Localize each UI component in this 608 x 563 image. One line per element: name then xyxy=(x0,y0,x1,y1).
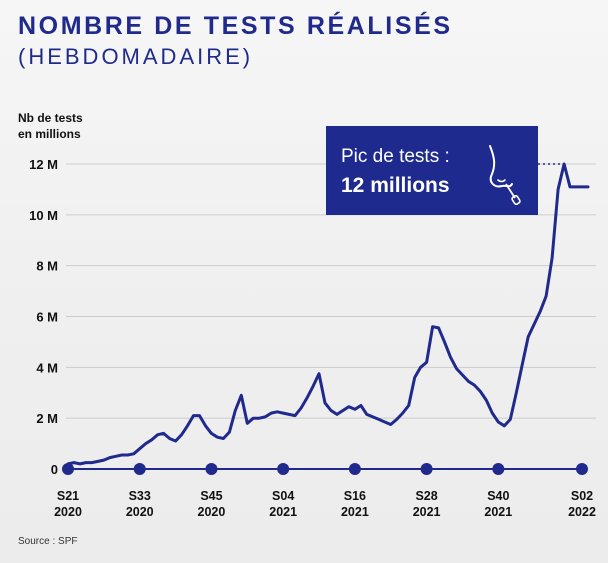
x-tick-labels: S21 2020 S33 2020 S45 2020 S04 2021 S16 2021 S28 20… xyxy=(54,489,596,519)
x-axis-marker xyxy=(492,463,505,475)
chart-title: NOMBRE DE TESTS RÉALISÉS xyxy=(18,12,453,40)
callout-line2: 12 millions xyxy=(341,174,450,197)
x-tick-label: S02 xyxy=(571,489,593,503)
peak-callout: Pic de tests : 12 millions xyxy=(326,126,538,215)
x-tick-label-year: 2022 xyxy=(568,505,596,519)
x-tick-label: S45 xyxy=(200,489,222,503)
source-note: Source : SPF xyxy=(18,536,78,547)
nose-swab-icon xyxy=(489,145,521,206)
y-tick-label: 10 M xyxy=(29,208,58,223)
x-tick-label: S40 xyxy=(487,489,509,503)
y-tick-label: 12 M xyxy=(29,157,58,172)
x-axis-markers xyxy=(62,463,588,475)
x-axis-marker xyxy=(348,463,361,475)
x-tick-label-year: 2021 xyxy=(269,505,297,519)
y-axis-label-line1: Nb de tests xyxy=(18,111,83,125)
x-tick-label: S04 xyxy=(272,489,294,503)
x-axis-marker xyxy=(133,463,146,475)
x-axis-marker xyxy=(205,463,218,475)
x-axis-marker xyxy=(277,463,290,475)
chart-subtitle: (HEBDOMADAIRE) xyxy=(18,44,254,69)
x-tick-label: S16 xyxy=(344,489,366,503)
y-tick-label: 8 M xyxy=(36,259,58,274)
x-tick-label: S21 xyxy=(57,489,79,503)
y-axis-label-line2: en millions xyxy=(18,127,81,141)
x-tick-label-year: 2021 xyxy=(413,505,441,519)
y-axis-label: Nb de tests en millions xyxy=(18,110,138,142)
y-tick-label: 0 xyxy=(51,462,58,477)
x-tick-label-year: 2021 xyxy=(341,505,369,519)
x-axis-marker xyxy=(576,463,588,475)
y-tick-label: 4 M xyxy=(36,360,58,375)
y-tick-label: 6 M xyxy=(36,310,58,325)
x-axis-marker xyxy=(62,463,74,475)
x-tick-label-year: 2020 xyxy=(126,505,154,519)
x-tick-label: S28 xyxy=(415,489,437,503)
callout-line1: Pic de tests : xyxy=(341,146,450,167)
x-tick-label-year: 2020 xyxy=(54,505,82,519)
x-tick-label-year: 2020 xyxy=(198,505,226,519)
y-tick-label: 2 M xyxy=(36,411,58,426)
x-axis-marker xyxy=(420,463,433,475)
y-tick-labels: 0 2 M 4 M 6 M 8 M 10 M 12 M xyxy=(29,157,58,477)
series-line xyxy=(66,162,590,466)
x-tick-label-year: 2021 xyxy=(484,505,512,519)
x-tick-label: S33 xyxy=(129,489,151,503)
